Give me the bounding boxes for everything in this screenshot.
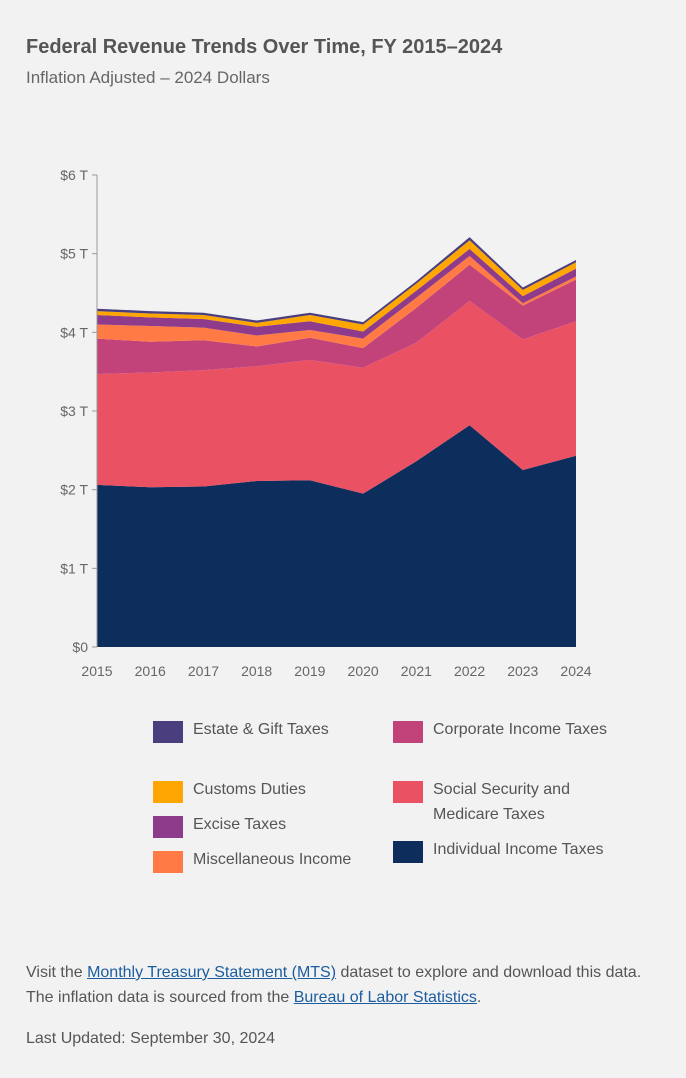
y-tick-label: $6 T bbox=[60, 167, 88, 183]
legend-label: Social Security and Medicare Taxes bbox=[433, 781, 570, 823]
axes-group: $0 $1 T $2 T $3 T $4 T $5 T $6 T 2015 2016 2017 20… bbox=[60, 167, 592, 679]
legend-item-estate-and-gift-taxes[interactable]: Estate & Gift Taxes bbox=[153, 721, 353, 743]
legend-label: Individual Income Taxes bbox=[433, 841, 604, 858]
x-tick-label: 2018 bbox=[241, 663, 272, 679]
y-tick-label: $3 T bbox=[60, 403, 88, 419]
footer-text: Visit the bbox=[26, 964, 88, 981]
legend-swatch bbox=[393, 841, 423, 863]
bls-link[interactable]: Bureau of Labor Statistics bbox=[293, 989, 477, 1006]
legend-item-social-security-and-medicare-taxes[interactable]: Social Security and Medicare Taxes bbox=[393, 781, 623, 827]
y-tick-label: $1 T bbox=[60, 560, 88, 576]
area-series-group bbox=[97, 237, 576, 647]
x-tick-label: 2015 bbox=[81, 663, 112, 679]
y-tick-label: $5 T bbox=[60, 246, 88, 262]
legend-swatch bbox=[153, 851, 183, 873]
y-tick-label: $4 T bbox=[60, 324, 88, 340]
legend-swatch bbox=[393, 721, 423, 743]
legend-item-miscellaneous-income[interactable]: Miscellaneous Income bbox=[153, 851, 353, 873]
legend-label: Corporate Income Taxes bbox=[433, 721, 608, 738]
x-tick-label: 2016 bbox=[135, 663, 166, 679]
legend-label: Estate & Gift Taxes bbox=[193, 721, 329, 738]
x-tick-label: 2024 bbox=[560, 663, 591, 679]
legend-swatch bbox=[153, 781, 183, 803]
area-individual-income-taxes[interactable] bbox=[97, 425, 576, 647]
x-tick-label: 2021 bbox=[401, 663, 432, 679]
last-updated: Last Updated: September 30, 2024 bbox=[26, 1030, 276, 1047]
area-corporate-income-taxes[interactable] bbox=[97, 264, 576, 374]
chart-title: Federal Revenue Trends Over Time, FY 201… bbox=[26, 36, 503, 58]
x-tick-label: 2017 bbox=[188, 663, 219, 679]
legend-label: Customs Duties bbox=[193, 781, 306, 798]
x-tick-label: 2020 bbox=[348, 663, 379, 679]
footer-text: dataset to explore and download this dat… bbox=[26, 964, 642, 1006]
legend-item-individual-income-taxes[interactable]: Individual Income Taxes bbox=[393, 841, 623, 863]
footer-note: Visit the Monthly Treasury Statement (MT… bbox=[26, 960, 666, 1010]
legend-swatch bbox=[153, 721, 183, 743]
legend-swatch bbox=[153, 816, 183, 838]
area-miscellaneous-income[interactable] bbox=[97, 256, 576, 349]
legend-label: Excise Taxes bbox=[193, 816, 287, 833]
stacked-area-chart: $0 $1 T $2 T $3 T $4 T $5 T $6 T 2015 2016 2017 20… bbox=[60, 167, 592, 679]
chart-subtitle: Inflation Adjusted – 2024 Dollars bbox=[26, 68, 270, 87]
legend-item-excise-taxes[interactable]: Excise Taxes bbox=[153, 816, 353, 838]
footer-text: . bbox=[476, 989, 482, 1006]
x-tick-label: 2023 bbox=[507, 663, 538, 679]
legend-item-customs-duties[interactable]: Customs Duties bbox=[153, 781, 353, 803]
x-tick-label: 2022 bbox=[454, 663, 485, 679]
legend-swatch bbox=[393, 781, 423, 803]
legend-item-corporate-income-taxes[interactable]: Corporate Income Taxes bbox=[393, 721, 623, 743]
y-tick-label: $0 bbox=[72, 639, 88, 655]
area-social-security-and-medicare-taxes[interactable] bbox=[97, 300, 576, 494]
y-tick-label: $2 T bbox=[60, 482, 88, 498]
mts-dataset-link[interactable]: Monthly Treasury Statement (MTS) bbox=[87, 964, 337, 981]
x-tick-label: 2019 bbox=[294, 663, 325, 679]
legend-label: Miscellaneous Income bbox=[193, 851, 352, 868]
